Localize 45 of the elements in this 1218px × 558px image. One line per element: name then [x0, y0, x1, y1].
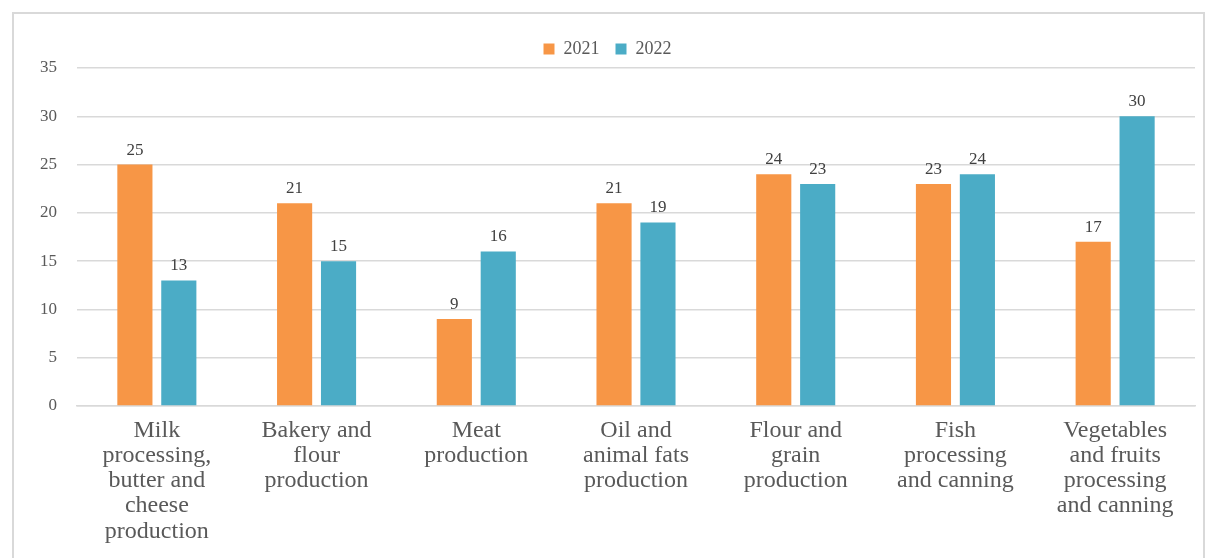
y-tick-label: 10: [40, 298, 57, 318]
y-tick-label: 30: [40, 105, 57, 125]
bar: [596, 203, 632, 406]
data-label: 9: [450, 294, 459, 314]
bar: [480, 251, 516, 406]
x-tick-label: Flour and grain production: [743, 415, 848, 493]
bar: [756, 174, 792, 406]
y-tick-label: 15: [40, 250, 57, 270]
y-tick-label: 0: [48, 395, 57, 415]
bar: [277, 203, 313, 406]
x-tick-label: Fish processing and canning: [897, 415, 1014, 493]
y-tick-label: 35: [40, 57, 57, 77]
x-tick-label: Vegetables and fruits processing and canning: [1056, 415, 1174, 518]
bar: [1119, 116, 1155, 406]
x-tick-label: Milk processing, butter and cheese production: [102, 415, 212, 543]
x-tick-label: Oil and animal fats production: [583, 415, 689, 493]
bar: [1075, 241, 1111, 406]
data-label: 19: [649, 197, 667, 217]
bar: [959, 174, 995, 406]
data-label: 23: [809, 158, 827, 178]
data-label: 24: [765, 149, 783, 169]
bar: [915, 183, 952, 406]
data-label: 21: [286, 178, 304, 198]
data-label: 16: [489, 226, 507, 246]
bar: [320, 261, 357, 406]
data-label: 13: [170, 255, 188, 275]
data-label: 23: [924, 158, 942, 178]
data-label: 17: [1084, 216, 1103, 236]
bar: [117, 164, 153, 406]
data-label: 15: [330, 236, 348, 256]
y-tick-label: 5: [48, 347, 57, 367]
bar: [436, 319, 472, 406]
bar: [161, 280, 197, 406]
bar: [640, 222, 676, 406]
data-label: 25: [126, 139, 144, 159]
data-label: 21: [605, 178, 623, 198]
data-label: 30: [1128, 91, 1146, 111]
data-label: 24: [968, 149, 987, 169]
x-tick-label: Bakery and flour production: [261, 415, 372, 493]
y-tick-label: 20: [40, 202, 57, 222]
y-tick-label: 25: [40, 154, 57, 174]
x-tick-label: Meat production: [424, 415, 529, 468]
bar: [800, 183, 836, 406]
legend-label: 2021: [563, 37, 600, 58]
legend-label: 2022: [635, 37, 672, 58]
